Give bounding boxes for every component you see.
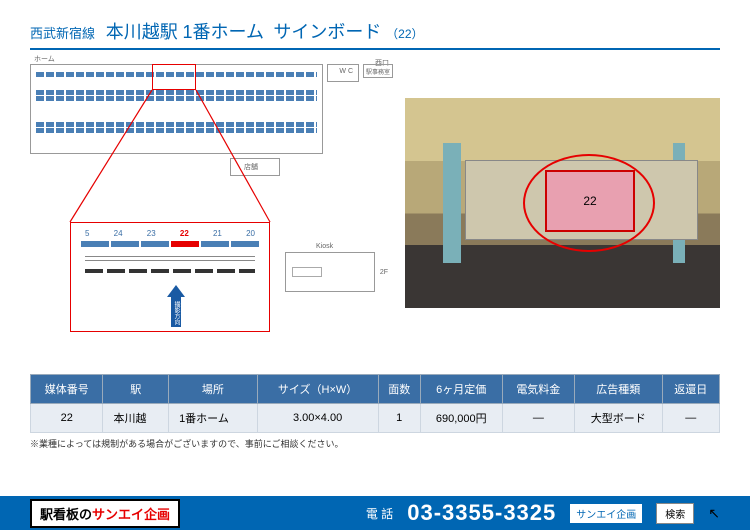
tel-label: 電 話 bbox=[366, 505, 393, 522]
footer-bar: 駅看板のサンエイ企画 電 話 03-3355-3325 サンエイ企画 検索 ↖ bbox=[0, 496, 750, 530]
product-name: サインボード bbox=[273, 22, 381, 42]
detail-numbers: 5 24 23 22 21 20 bbox=[85, 229, 255, 238]
search-button[interactable]: 検索 bbox=[656, 503, 694, 524]
direction-arrow: 撮影方向 bbox=[167, 285, 185, 327]
station-name: 本川越駅 bbox=[106, 22, 178, 42]
platform-name: 1番ホーム bbox=[182, 22, 263, 42]
page-title: 西武新宿線 本川越駅 1番ホーム サインボード （22） bbox=[30, 18, 720, 50]
station-photo: 22 bbox=[405, 98, 720, 308]
side-diagram: Kiosk 2F bbox=[285, 252, 375, 292]
title-suffix: （22） bbox=[386, 27, 423, 41]
floorplan-panel: ホーム W C 西口 駅事務室 店舗 Kiosk 2F bbox=[30, 60, 389, 364]
cursor-icon: ↖ bbox=[708, 505, 720, 522]
disclaimer-note: ※業種によっては規制がある場合がございますので、事前にご相談ください。 bbox=[30, 437, 720, 450]
search-tag: サンエイ企画 bbox=[570, 504, 642, 523]
floorplan-diagram: ホーム W C 西口 駅事務室 店舗 bbox=[30, 60, 389, 200]
detail-callout: 5 24 23 22 21 20 撮影方向 bbox=[70, 222, 270, 332]
phone-number: 03-3355-3325 bbox=[407, 500, 556, 526]
line-name: 西武新宿線 bbox=[30, 26, 95, 41]
highlight-circle bbox=[523, 154, 655, 252]
detail-blocks bbox=[81, 241, 259, 247]
table-header-row: 媒体番号 駅 場所 サイズ（H×W） 面数 6ヶ月定価 電気料金 広告種類 返還… bbox=[31, 375, 720, 404]
spec-table: 媒体番号 駅 場所 サイズ（H×W） 面数 6ヶ月定価 電気料金 広告種類 返還… bbox=[30, 374, 720, 433]
header: 西武新宿線 本川越駅 1番ホーム サインボード （22） bbox=[0, 0, 750, 54]
table-row: 22 本川越 1番ホーム 3.00×4.00 1 690,000円 — 大型ボー… bbox=[31, 404, 720, 433]
photo-panel: 22 bbox=[405, 60, 720, 364]
company-logo: 駅看板のサンエイ企画 bbox=[30, 499, 180, 528]
